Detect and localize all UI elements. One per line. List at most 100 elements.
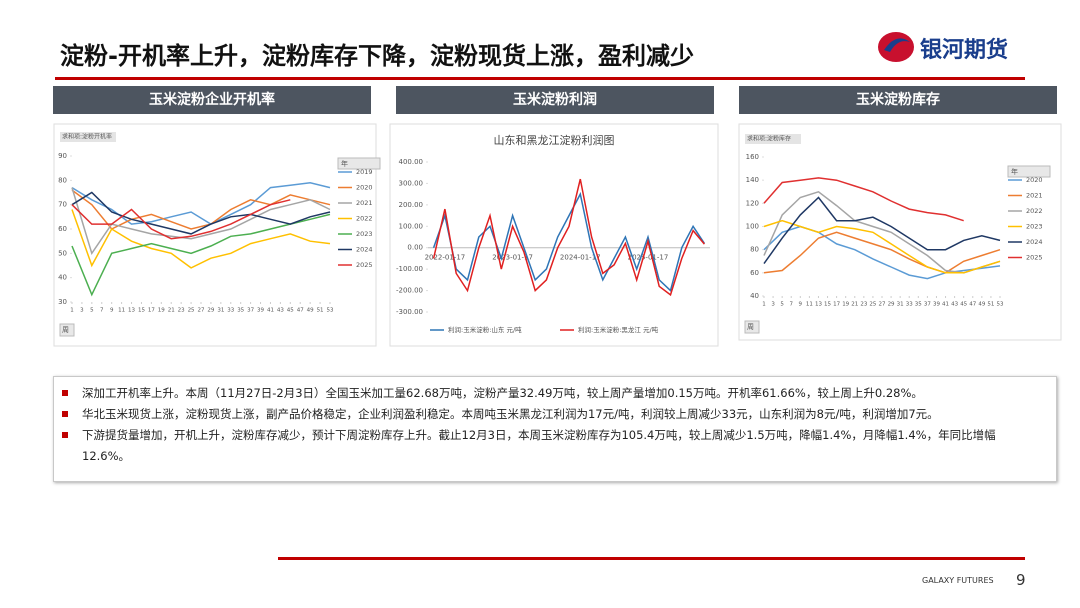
- chart-title: 山东和黑龙江淀粉利润图: [494, 133, 615, 147]
- y-tick-label: 120: [746, 199, 759, 207]
- footer-rule: [278, 557, 1025, 560]
- legend-label: 2021: [356, 199, 373, 207]
- title-rule: [55, 77, 1025, 80]
- legend-label: 2019: [356, 168, 373, 176]
- legend-label: 2023: [356, 230, 373, 238]
- series-line: [763, 177, 964, 222]
- x-tick-label: 37: [247, 308, 254, 314]
- legend-label: 2020: [356, 184, 373, 192]
- x-tick-label: 19: [842, 302, 849, 308]
- legend-title: 年: [1011, 167, 1018, 176]
- x-tick-label: 41: [942, 302, 949, 308]
- x-tick-label: 15: [138, 308, 145, 314]
- x-tick-label: 49: [307, 308, 314, 314]
- x-tick-label: 51: [317, 308, 324, 314]
- y-tick-label: 400.00: [399, 158, 424, 166]
- x-tick-label: 37: [924, 302, 931, 308]
- x-tick-label: 23: [860, 302, 867, 308]
- x-tick-label: 35: [915, 302, 922, 308]
- x-tick-label: 17: [833, 302, 840, 308]
- x-tick-label: 29: [207, 308, 214, 314]
- y-tick-label: 0.00: [407, 244, 423, 252]
- series-line: [432, 178, 705, 297]
- series-line: [71, 199, 291, 240]
- x-tick-label: 9: [110, 308, 114, 314]
- y-tick-label: 200.00: [399, 201, 424, 209]
- x-tick-label: 11: [118, 308, 125, 314]
- tag-box: [60, 132, 116, 142]
- summary-box: 深加工开机率上升。本周（11月27日-2月3日）全国玉米加工量62.68万吨，淀…: [53, 376, 1057, 482]
- tag-box: [745, 134, 801, 144]
- y-tick-label: -200.00: [396, 287, 423, 295]
- x-tick-label: 43: [951, 302, 958, 308]
- series-line: [432, 191, 706, 293]
- x-tick-label: 7: [100, 308, 104, 314]
- x-tick-label: 51: [987, 302, 994, 308]
- x-tick-label: 3: [80, 308, 84, 314]
- axis-button: [744, 320, 760, 334]
- slide-title: 淀粉-开机率上升，淀粉库存下降，淀粉现货上涨，盈利减少: [60, 42, 694, 70]
- y-tick-label: 100: [746, 223, 759, 231]
- x-tick-label: 53: [327, 308, 334, 314]
- x-tick-label: 47: [297, 308, 304, 314]
- axis-button-label: 周: [62, 326, 69, 334]
- legend-label: 利润:玉米淀粉:山东 元/吨: [448, 325, 522, 334]
- x-tick-label: 7: [789, 302, 793, 308]
- y-tick-label: 80: [750, 246, 759, 254]
- series-line: [763, 225, 1001, 280]
- tag: 求和项:淀粉开机率: [62, 133, 112, 141]
- y-tick-label: 90: [58, 152, 67, 160]
- brand: 银河期货: [920, 38, 1009, 63]
- x-tick-label: 1: [762, 302, 766, 308]
- series-line: [71, 187, 331, 256]
- tag: 求和项:淀粉库存: [747, 135, 791, 143]
- series-line: [763, 196, 1001, 265]
- y-tick-label: 30: [58, 298, 67, 306]
- x-tick-label: 11: [806, 302, 813, 308]
- y-tick-label: -300.00: [396, 308, 423, 316]
- x-tick-label: 5: [90, 308, 94, 314]
- x-tick-label: 23: [178, 308, 185, 314]
- x-tick-label: 53: [997, 302, 1004, 308]
- x-tick-label: 13: [815, 302, 822, 308]
- legend-label: 2024: [356, 246, 373, 254]
- x-tick-label: 27: [198, 308, 205, 314]
- x-tick-label: 9: [799, 302, 803, 308]
- legend-label: 2020: [1026, 176, 1043, 184]
- x-tick-label: 33: [906, 302, 913, 308]
- legend-label: 2022: [1026, 207, 1043, 215]
- y-tick-label: 160: [746, 153, 759, 161]
- x-tick-label: 35: [237, 308, 244, 314]
- axis-button-label: 周: [747, 323, 754, 331]
- x-tick-label: 3: [771, 302, 775, 308]
- x-tick-label: 31: [897, 302, 904, 308]
- y-tick-label: -100.00: [396, 265, 423, 273]
- y-tick-label: 300.00: [399, 179, 424, 187]
- series-line: [71, 209, 331, 269]
- footer-brand: GALAXY FUTURES: [922, 576, 994, 585]
- x-tick-label: 47: [969, 302, 976, 308]
- panel-header: 玉米淀粉利润: [396, 86, 714, 114]
- y-tick-label: 60: [58, 225, 67, 233]
- x-tick-label: 33: [227, 308, 234, 314]
- x-tick-label: 39: [257, 308, 264, 314]
- x-tick-label: 27: [879, 302, 886, 308]
- series-line: [763, 231, 1001, 274]
- x-tick-label: 45: [960, 302, 967, 308]
- legend-header: [1007, 165, 1051, 178]
- y-tick-label: 60: [750, 269, 759, 277]
- page-number: 9: [1016, 571, 1026, 589]
- series-line: [71, 182, 331, 225]
- legend-label: 利润:玉米淀粉:黑龙江 元/吨: [578, 325, 659, 334]
- panel-header: 玉米淀粉库存: [739, 86, 1057, 114]
- y-tick-label: 50: [58, 249, 67, 257]
- axis-button: [59, 323, 75, 337]
- x-tick-label: 41: [267, 308, 274, 314]
- chart-frame: [53, 123, 377, 347]
- x-tick-label: 2025-01-17: [628, 254, 669, 262]
- x-tick-label: 43: [277, 308, 284, 314]
- legend-label: 2025: [356, 261, 373, 269]
- x-tick-label: 49: [978, 302, 985, 308]
- y-tick-label: 80: [58, 176, 67, 184]
